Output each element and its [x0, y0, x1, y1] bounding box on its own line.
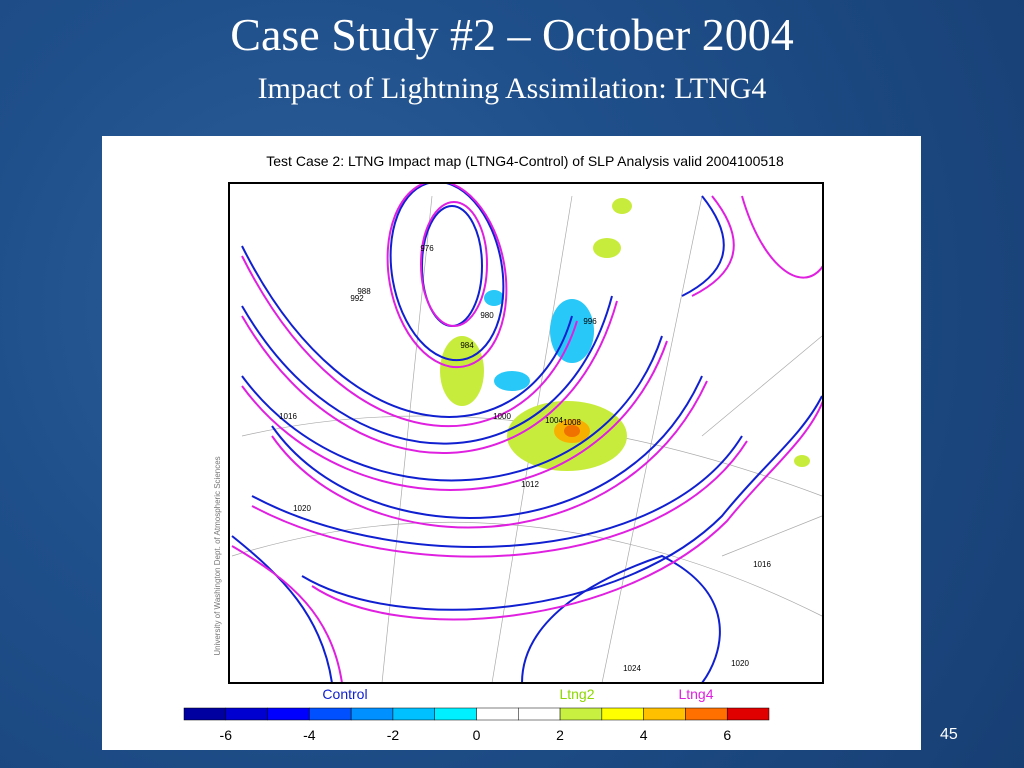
contour-label: 980	[480, 311, 494, 320]
slide-subtitle: Impact of Lightning Assimilation: LTNG4	[257, 72, 767, 105]
colorbar-box	[476, 707, 519, 721]
colorbar-tick-label: -6	[220, 727, 233, 743]
figure-panel: Test Case 2: LTNG Impact map (LTNG4-Cont…	[102, 136, 921, 750]
colorbar-box	[434, 707, 477, 721]
colorbar-box	[559, 707, 603, 721]
figure: Test Case 2: LTNG Impact map (LTNG4-Cont…	[183, 153, 824, 743]
legend-control: Control	[322, 686, 367, 702]
page-number: 45	[940, 726, 958, 743]
contour-label: 1016	[279, 412, 297, 421]
colorbar-box	[601, 707, 644, 721]
colorbar-tick-label: -4	[303, 727, 316, 743]
contour-label: 1004	[545, 416, 563, 425]
colorbar-tick-label: 4	[640, 727, 648, 743]
slide-title: Case Study #2 – October 2004	[230, 9, 794, 60]
colorbar-tick-label: -2	[387, 727, 400, 743]
colorbar-box	[518, 707, 561, 721]
contour-label: 1024	[623, 664, 641, 673]
credit: University of Washington Dept. of Atmosp…	[213, 456, 222, 655]
contour-label: 1008	[563, 418, 581, 427]
colorbar-box	[685, 707, 728, 721]
colorbar-box	[392, 707, 435, 721]
colorbar-tick-label: 2	[556, 727, 564, 743]
contour-label: 1000	[493, 412, 511, 421]
contour-label: 1020	[731, 659, 749, 668]
colorbar-box	[183, 707, 227, 721]
contour-label: 992	[350, 294, 364, 303]
contour-label: 988	[357, 287, 371, 296]
contour-label: 976	[420, 244, 434, 253]
colorbar-box	[225, 707, 268, 721]
contour-label: 1012	[521, 480, 539, 489]
legend-ltng2: Ltng2	[559, 686, 594, 702]
contour-label: 996	[583, 317, 597, 326]
colorbar: -6 -4 -2 0 2 4 6	[183, 707, 770, 743]
figure-title: Test Case 2: LTNG Impact map (LTNG4-Cont…	[266, 153, 784, 169]
legend-ltng4: Ltng4	[678, 686, 713, 702]
contour-label: 1016	[753, 560, 771, 569]
colorbar-tick-label: 0	[473, 727, 481, 743]
colorbar-box	[267, 707, 310, 721]
colorbar-box	[726, 707, 770, 721]
colorbar-box	[309, 707, 352, 721]
colorbar-box	[643, 707, 686, 721]
colorbar-box	[350, 707, 394, 721]
contour-label: 984	[460, 341, 474, 350]
colorbar-tick-label: 6	[723, 727, 731, 743]
contour-label: 1020	[293, 504, 311, 513]
